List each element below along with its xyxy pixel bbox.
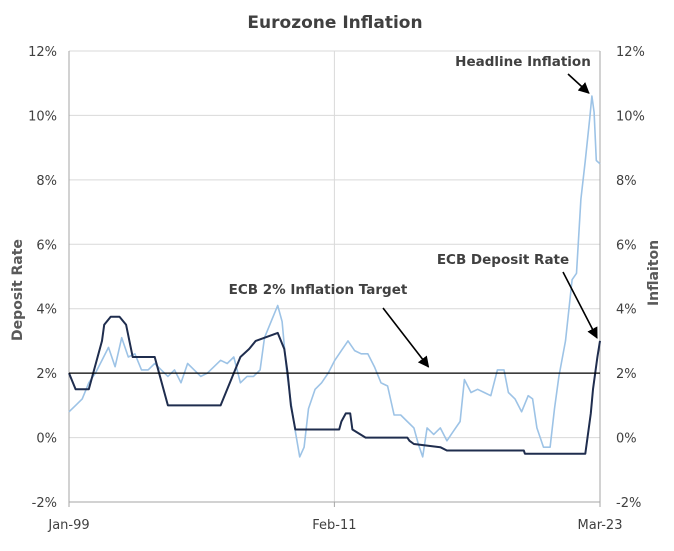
y-tick-label-right: 12% [616,45,645,60]
x-tick-label: Mar-23 [578,518,623,533]
y-tick-label-right: 10% [616,109,645,124]
y-tick-label-left: 6% [36,238,57,253]
annotations: Headline Inflation ECB Deposit Rate ECB 2%… [229,54,598,368]
annotation-ecb-deposit-rate: ECB Deposit Rate [437,252,569,268]
y-axis-title-left: Deposit Rate [10,239,26,341]
annotation-arrow [382,307,430,368]
y-tick-label-right: 2% [616,367,637,382]
annotation-inflation-target: ECB 2% Inflation Target [229,282,408,298]
y-tick-label-right: -2% [616,496,641,511]
y-tick-label-left: 10% [28,109,57,124]
annotation-headline-inflation: Headline Inflation [455,54,591,70]
series [68,95,601,458]
x-tick-label: Feb-11 [312,518,356,533]
x-tick-label: Jan-99 [47,518,89,533]
annotation-arrow [562,271,598,339]
y-tick-label-right: 0% [616,432,637,447]
gridlines [69,50,600,502]
annotation-arrow [567,73,590,94]
y-tick-label-left: 0% [36,432,57,447]
headline-inflation-line [68,95,601,458]
y-tick-label-left: 8% [36,174,57,189]
y-tick-label-right: 8% [616,174,637,189]
axes: -2% -2% 0% 0% 2% 2% 4% 4% 6% 6% 8% 8% 10% 10% 12% 12% Ja… [28,45,645,533]
y-tick-label-left: 12% [28,45,57,60]
y-axis-title-right: Inflaiton [646,240,662,306]
y-tick-label-right: 6% [616,238,637,253]
y-tick-label-left: -2% [32,496,57,511]
chart-title: Eurozone Inflation [247,13,422,33]
y-tick-label-right: 4% [616,303,637,318]
y-tick-label-left: 2% [36,367,57,382]
ecb-deposit-rate-line [68,315,601,455]
y-tick-label-left: 4% [36,303,57,318]
